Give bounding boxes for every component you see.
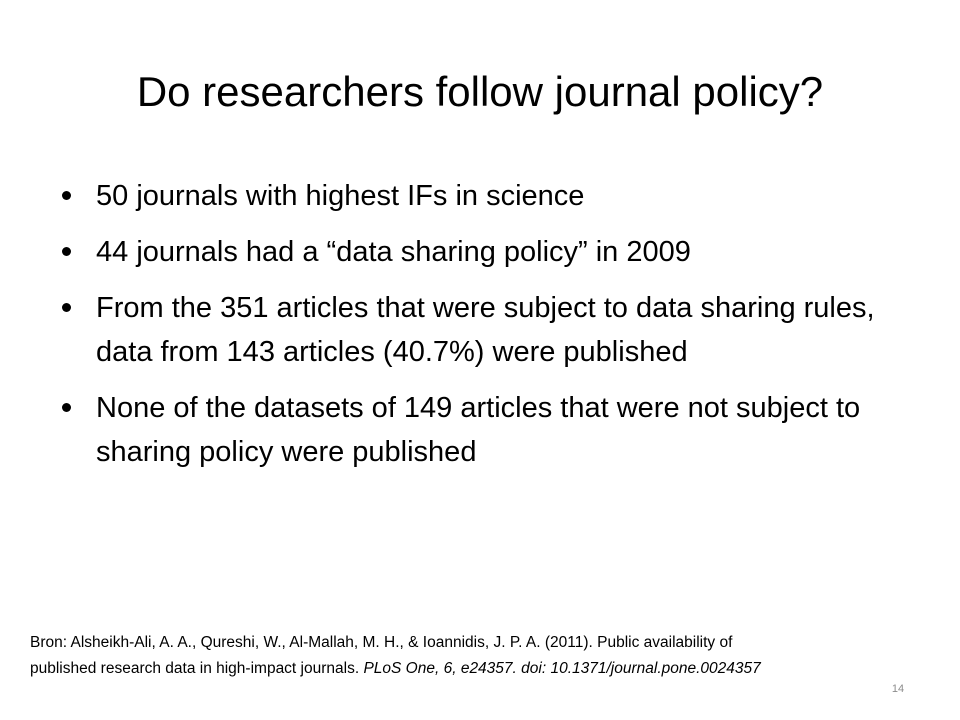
bullet-point-icon xyxy=(62,191,71,200)
citation-line-2: published research data in high-impact j… xyxy=(30,656,940,682)
slide-title: Do researchers follow journal policy? xyxy=(136,68,824,115)
citation-line-1: Bron: Alsheikh-Ali, A. A., Qureshi, W., … xyxy=(30,634,733,651)
bullet-text: None of the datasets of 149 articles tha… xyxy=(96,392,861,468)
page-number: 14 xyxy=(891,683,905,695)
bullet-item: None of the datasets of 149 articles tha… xyxy=(62,386,912,474)
bullet-item: 44 journals had a “data sharing policy” … xyxy=(62,230,912,274)
bullet-point-icon xyxy=(62,247,71,256)
bullet-text: 50 journals with highest IFs in science xyxy=(96,180,585,212)
bullet-text: From the 351 articles that were subject … xyxy=(96,292,875,368)
citation-journal: PLoS One, 6, e24357. doi: 10.1371/journa… xyxy=(363,660,761,677)
citation: Bron: Alsheikh-Ali, A. A., Qureshi, W., … xyxy=(30,630,940,682)
bullet-item: From the 351 articles that were subject … xyxy=(62,286,912,374)
bullet-item: 50 journals with highest IFs in science xyxy=(62,174,912,218)
bullet-point-icon xyxy=(62,303,71,312)
bullet-list: 50 journals with highest IFs in science … xyxy=(62,174,912,486)
citation-text: published research data in high-impact j… xyxy=(30,660,364,677)
bullet-point-icon xyxy=(62,403,71,412)
bullet-text: 44 journals had a “data sharing policy” … xyxy=(96,236,691,268)
